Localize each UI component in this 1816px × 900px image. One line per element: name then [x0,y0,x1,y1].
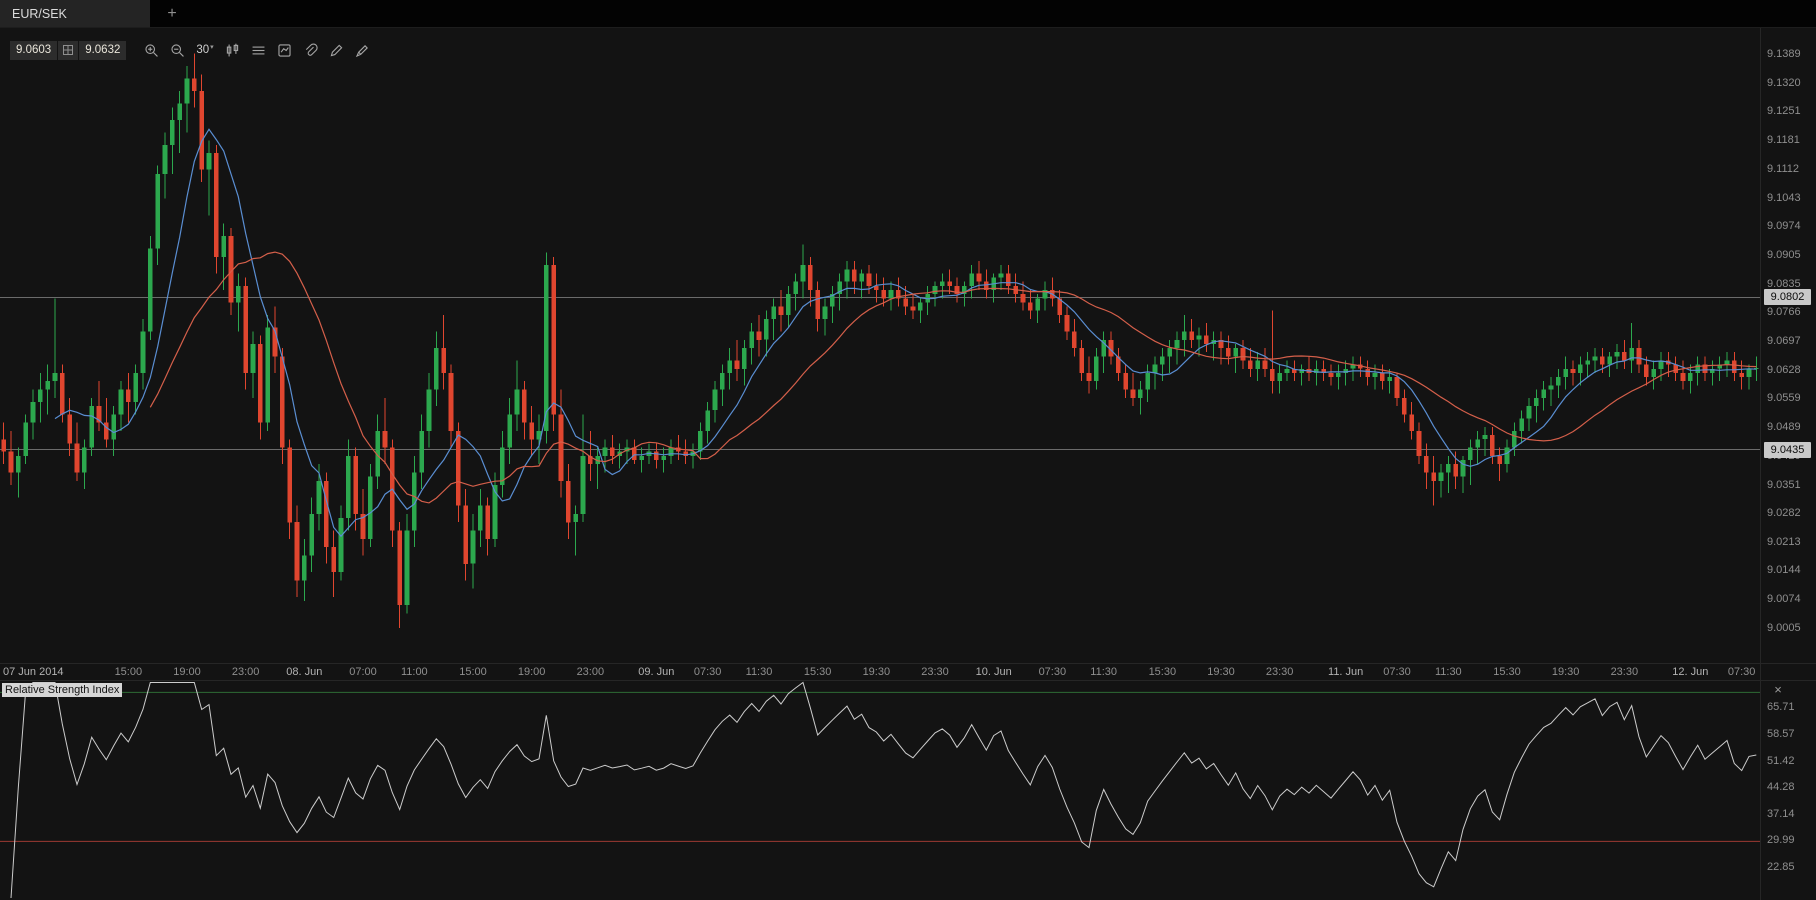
price-tick-label: 9.1251 [1767,105,1801,118]
price-tick-label: 9.0628 [1767,363,1801,376]
price-line-label[interactable]: 9.0802 [1764,289,1811,306]
rsi-tick-label: 58.57 [1767,728,1795,740]
chart-toolbar: 9.0603 9.0632 30 ▾ [10,40,374,60]
edit-button[interactable] [326,40,348,60]
price-tick-label: 9.1320 [1767,76,1801,89]
rsi-title[interactable]: Relative Strength Index [2,683,123,697]
time-tick-label: 19:30 [1551,666,1580,678]
price-tick-label: 9.0144 [1767,564,1801,577]
time-tick-label: 19:00 [173,666,201,678]
zoom-out-button[interactable] [166,40,188,60]
time-tick-label: 23:30 [1265,666,1294,678]
edit-icon [330,44,343,56]
indicators-button[interactable] [248,40,270,60]
chart-tool-buttons: 30 ▾ [140,40,373,60]
price-tick-label: 9.0974 [1767,220,1801,233]
zoom-in-icon [145,43,158,57]
time-tick-label: 23:00 [576,666,605,678]
attach-button[interactable] [300,40,322,60]
price-tick-label: 9.1389 [1767,48,1801,60]
chart-template-button[interactable] [274,40,296,60]
time-tick-label: 23:30 [921,666,949,678]
rsi-panel: Relative Strength Index [0,680,1816,900]
time-tick-label: 07 Jun 2014 [3,666,64,678]
price-axis[interactable]: 9.1389 9.1320 9.1251 9.1181 9.1112 9.1043 9.09… [1761,28,1816,663]
time-tick-label: 12. Jun [1672,666,1709,678]
price-tick-label: 9.0766 [1767,306,1801,319]
time-tick-label: 23:30 [1610,666,1639,678]
chevron-down-icon: ▾ [210,44,214,51]
price-tick-label: 9.0489 [1767,421,1801,434]
time-tick-label: 07:00 [349,666,377,678]
time-axis[interactable]: 07 Jun 2014 15:00 19:00 23:00 08. Jun 07:00 11… [0,663,1816,680]
time-tick-label: 19:00 [517,666,546,678]
time-tick-label: 15:00 [459,666,487,678]
price-tick-label: 9.0005 [1767,622,1801,634]
time-tick-label: 11:30 [745,666,773,678]
time-tick-label: 07:30 [1038,666,1067,678]
chart-type-icon [227,43,239,56]
tab-label: EUR/SEK [12,6,67,21]
time-tick-label: 09. Jun [638,666,675,678]
zoom-out-icon [171,43,184,57]
buy-price-button[interactable]: 9.0632 [79,40,127,60]
price-tick-label: 9.0213 [1767,535,1801,548]
chart-template-icon [278,43,291,57]
price-tick-label: 9.1181 [1767,134,1800,147]
price-tick-label: 9.0905 [1767,248,1801,261]
time-tick-label: 19:30 [1207,666,1235,678]
tab-eur-sek[interactable]: EUR/SEK [0,0,150,27]
price-tick-label: 9.1112 [1767,162,1800,175]
rsi-tick-label: 44.28 [1767,781,1795,794]
chart-workspace: 9.1389 9.1320 9.1251 9.1181 9.1112 9.1043 9.09… [0,28,1816,900]
market-depth-icon [63,45,74,55]
price-tick-label: 9.0074 [1767,593,1801,606]
rsi-tick-label: 51.42 [1767,754,1795,767]
time-tick-label: 07:30 [1383,666,1411,678]
indicators-icon [252,46,265,54]
time-tick-label: 11:30 [1434,666,1462,678]
rsi-close-button[interactable]: × [1769,681,1787,697]
time-tick-label: 19:30 [862,666,891,678]
time-tick-label: 11. Jun [1328,666,1364,678]
time-tick-label: 11:30 [1090,666,1118,678]
price-tick-label: 9.0697 [1767,335,1801,347]
axis-separator [1760,28,1761,900]
time-tick-label: 15:00 [114,666,143,678]
tab-bar: EUR/SEK + [0,0,1816,28]
time-tick-label: 07:30 [693,666,722,678]
time-tick-label: 15:30 [803,666,832,678]
time-tick-label: 23:00 [231,666,260,678]
time-tick-label: 15:30 [1493,666,1521,678]
rsi-axis: × 65.71 58.57 51.42 44.28 37.14 29.99 22.85 [1761,680,1816,900]
rsi-chart[interactable] [0,681,1760,900]
chart-type-button[interactable] [222,40,244,60]
time-tick-label: 10. Jun [975,666,1012,678]
price-tick-label: 9.0351 [1767,478,1801,491]
new-tab-button[interactable]: + [150,0,194,27]
rsi-tick-label: 29.99 [1767,834,1795,847]
time-tick-label: 08. Jun [286,666,323,678]
rsi-tick-label: 22.85 [1767,861,1795,874]
timeframe-button[interactable]: 30 ▾ [192,40,217,60]
price-line-label[interactable]: 9.0435 [1764,441,1811,458]
sell-price-button[interactable]: 9.0603 [10,40,58,60]
rsi-tick-label: 65.71 [1767,701,1795,714]
candlestick-chart[interactable] [0,28,1760,663]
draw-icon [356,44,369,57]
market-depth-button[interactable] [58,40,79,60]
price-tick-label: 9.0282 [1767,507,1801,520]
zoom-in-button[interactable] [140,40,162,60]
time-tick-label: 11:00 [400,666,428,678]
price-tick-label: 9.1043 [1767,191,1801,204]
attach-icon [306,43,318,56]
price-tick-label: 9.0835 [1767,277,1801,290]
time-tick-label: 07:30 [1727,666,1756,678]
time-tick-label: 15:30 [1148,666,1177,678]
rsi-tick-label: 37.14 [1767,807,1795,820]
price-tick-label: 9.0559 [1767,392,1801,405]
draw-button[interactable] [352,40,374,60]
timeframe-value: 30 [196,44,210,56]
